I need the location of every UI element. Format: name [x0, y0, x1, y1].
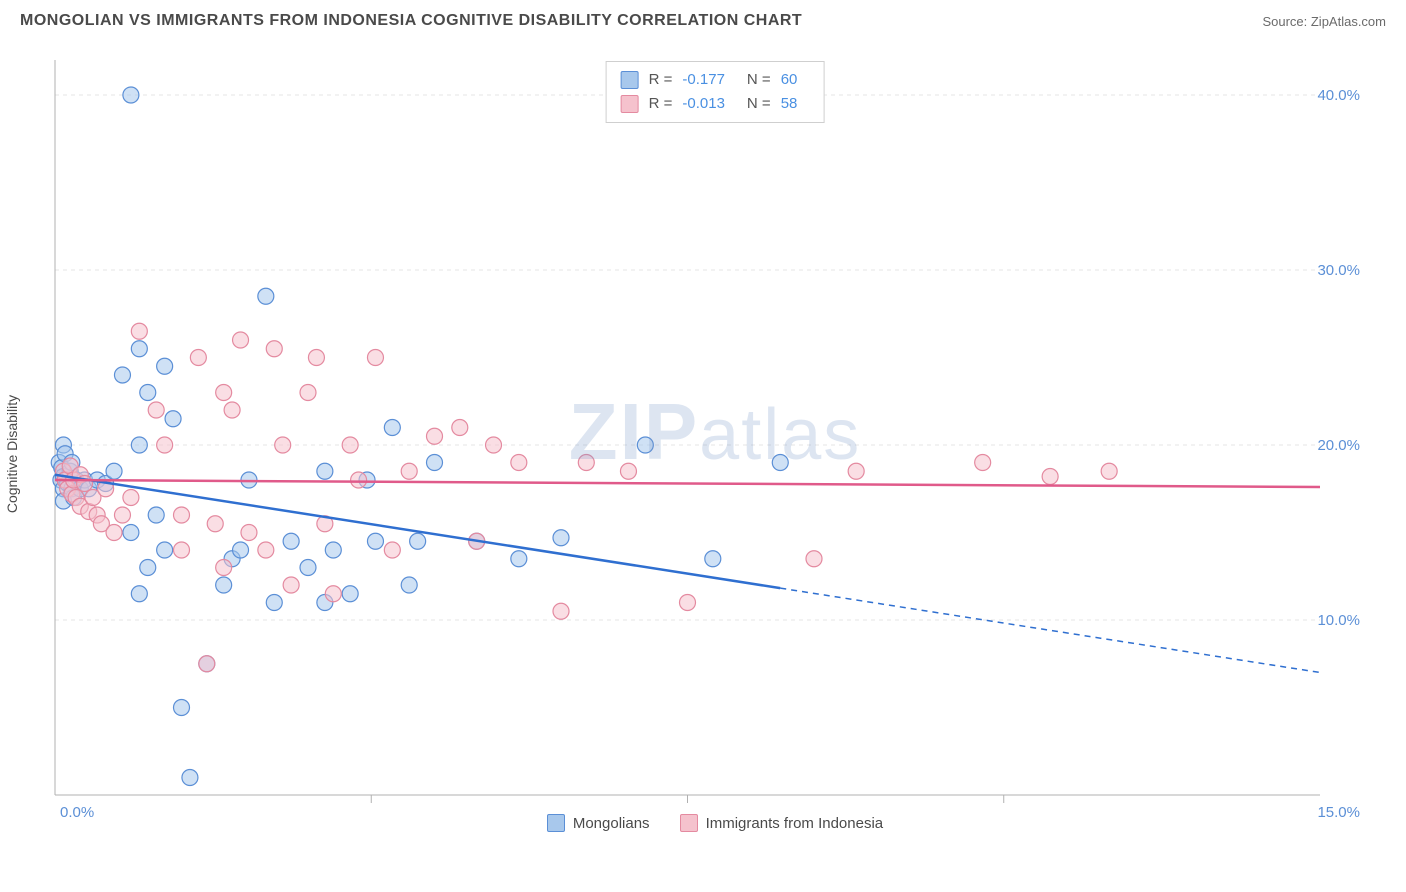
- header: MONGOLIAN VS IMMIGRANTS FROM INDONESIA C…: [0, 0, 1406, 38]
- r-value-series2: -0.013: [682, 92, 725, 116]
- n-label: N =: [747, 92, 771, 116]
- svg-text:10.0%: 10.0%: [1317, 612, 1360, 629]
- stats-legend-box: R = -0.177 N = 60 R = -0.013 N = 58: [606, 61, 825, 123]
- stats-row-series2: R = -0.013 N = 58: [621, 92, 810, 116]
- svg-text:20.0%: 20.0%: [1317, 437, 1360, 454]
- source-attribution: Source: ZipAtlas.com: [1262, 14, 1386, 29]
- stats-row-series1: R = -0.177 N = 60: [621, 68, 810, 92]
- legend-label-series1: Mongolians: [573, 815, 650, 832]
- svg-text:40.0%: 40.0%: [1317, 87, 1360, 104]
- r-value-series1: -0.177: [682, 68, 725, 92]
- swatch-series1: [621, 71, 639, 89]
- y-axis-label: Cognitive Disability: [4, 395, 20, 513]
- swatch-series2: [621, 95, 639, 113]
- r-label: R =: [649, 68, 673, 92]
- legend-label-series2: Immigrants from Indonesia: [706, 815, 884, 832]
- source-prefix: Source:: [1262, 14, 1310, 29]
- scatter-chart: 10.0%20.0%30.0%40.0%0.0%15.0%: [50, 55, 1380, 840]
- n-value-series1: 60: [781, 68, 798, 92]
- svg-text:30.0%: 30.0%: [1317, 262, 1360, 279]
- legend-swatch-series2: [680, 814, 698, 832]
- legend-item-series1: Mongolians: [547, 814, 650, 832]
- n-value-series2: 58: [781, 92, 798, 116]
- chart-area: 10.0%20.0%30.0%40.0%0.0%15.0% ZIPatlas R…: [50, 55, 1380, 840]
- legend-item-series2: Immigrants from Indonesia: [680, 814, 884, 832]
- chart-title: MONGOLIAN VS IMMIGRANTS FROM INDONESIA C…: [20, 12, 802, 30]
- source-name: ZipAtlas.com: [1311, 14, 1386, 29]
- bottom-legend: Mongolians Immigrants from Indonesia: [50, 814, 1380, 832]
- n-label: N =: [747, 68, 771, 92]
- r-label: R =: [649, 92, 673, 116]
- legend-swatch-series1: [547, 814, 565, 832]
